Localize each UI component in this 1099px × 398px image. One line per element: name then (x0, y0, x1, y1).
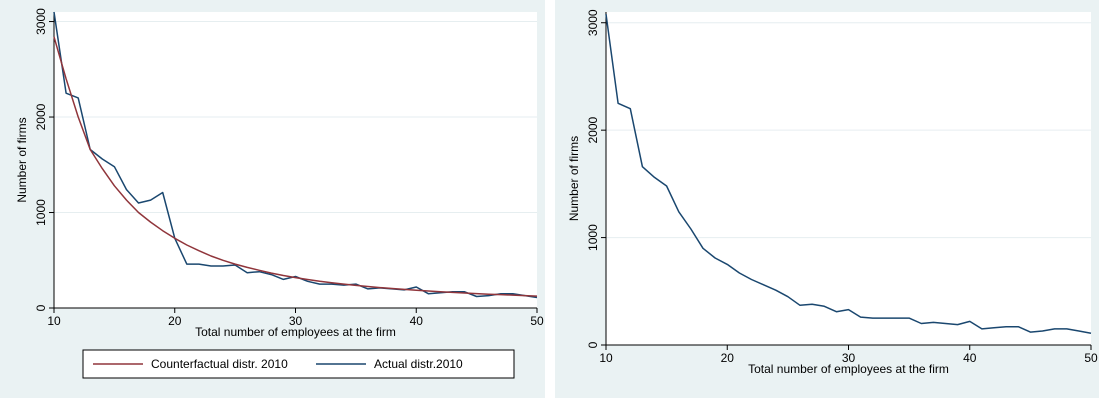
x-tick-label: 40 (963, 351, 977, 365)
y-tick-label: 1000 (586, 224, 600, 251)
chart-right: 0 1000 2000 3000 10 20 30 40 50 Total number of e… (567, 9, 1098, 376)
x-tick-label: 50 (1084, 351, 1098, 365)
x-tick-label: 30 (289, 314, 303, 328)
legend-label: Counterfactual distr. 2010 (151, 357, 288, 371)
chart-left: 0 1000 2000 3000 10 20 30 40 50 Total number of e… (15, 8, 544, 379)
y-axis-label: Number of firms (15, 117, 29, 202)
legend-label: Actual distr.2010 (374, 357, 463, 371)
y-tick-label: 0 (34, 304, 48, 311)
x-tick-label: 10 (47, 314, 61, 328)
chart-panel-right: 0 1000 2000 3000 10 20 30 40 50 Total number of e… (555, 0, 1099, 398)
plot-area (606, 12, 1091, 345)
y-tick-label: 0 (586, 341, 600, 348)
x-tick-label: 20 (721, 351, 735, 365)
x-tick-label: 30 (842, 351, 856, 365)
x-tick-label: 40 (410, 314, 424, 328)
series-line-actual-distr-2010 (53, 11, 538, 299)
x-tick-label: 20 (168, 314, 182, 328)
y-tick-label: 2000 (34, 103, 48, 130)
series-line-counterfactual-distr-2010 (53, 36, 538, 297)
y-tick-label: 2000 (586, 116, 600, 143)
y-tick-label: 3000 (586, 9, 600, 36)
x-axis-label: Total number of employees at the firm (748, 362, 949, 376)
x-tick-label: 10 (599, 351, 613, 365)
x-axis-label: Total number of employees at the firm (195, 325, 396, 339)
y-tick-label: 1000 (34, 199, 48, 226)
plot-area (54, 12, 537, 308)
y-tick-label: 3000 (34, 8, 48, 35)
x-tick-label: 50 (530, 314, 544, 328)
y-axis-label: Number of firms (567, 136, 581, 221)
series-line-series-0 (605, 13, 1092, 334)
legend-box (82, 349, 515, 379)
chart-panel-left: 0 1000 2000 3000 10 20 30 40 50 Total number of e… (0, 0, 545, 398)
